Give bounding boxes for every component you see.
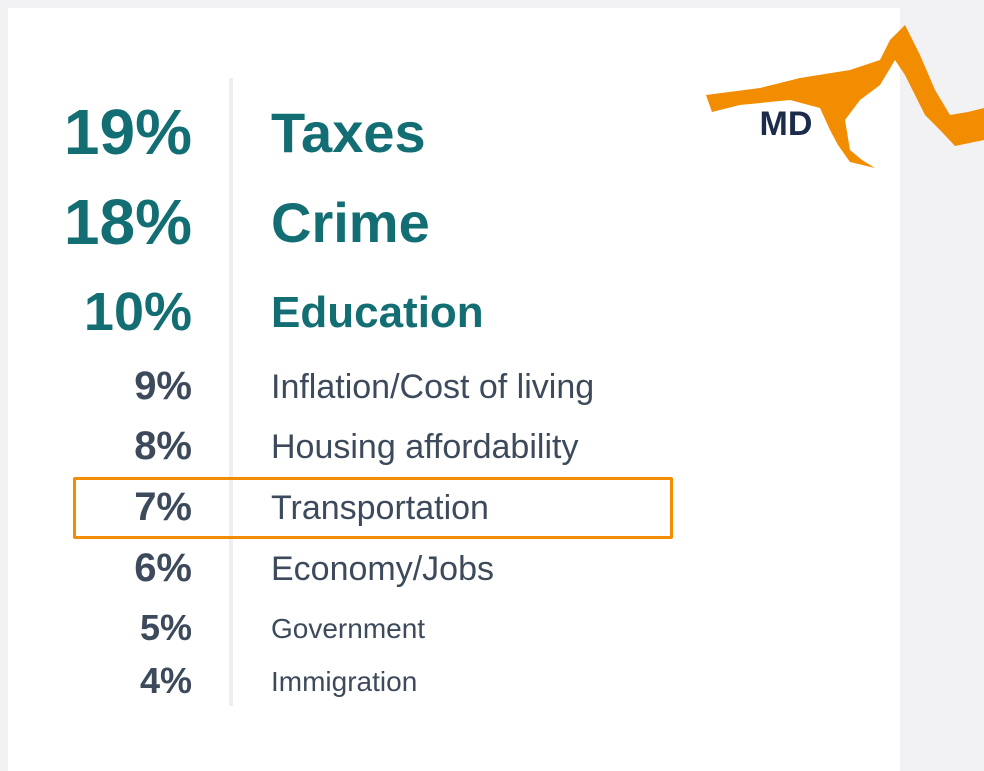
percent: 10% — [83, 282, 192, 342]
issue-label: Immigration — [271, 665, 418, 697]
issue-label: Education — [271, 288, 484, 337]
issue-label: Inflation/Cost of living — [271, 367, 595, 406]
issue-label: Crime — [271, 190, 430, 254]
percent: 4% — [139, 660, 192, 701]
state-shape — [706, 25, 984, 168]
issue-label: Taxes — [271, 100, 426, 164]
percent: 7% — [134, 485, 192, 529]
percent: 19% — [63, 96, 192, 168]
percent: 9% — [134, 364, 192, 408]
percent: 18% — [63, 186, 192, 258]
highlight-box — [73, 477, 673, 539]
card — [8, 8, 900, 771]
issue-label: Government — [271, 612, 426, 644]
state-label: MD — [760, 105, 813, 143]
percent: 5% — [139, 607, 192, 648]
percent: 8% — [134, 424, 192, 468]
issue-label: Transportation — [271, 488, 489, 527]
state-map: MD — [706, 25, 984, 168]
issue-label: Economy/Jobs — [271, 549, 494, 588]
divider — [229, 78, 233, 706]
issue-label: Housing affordability — [271, 427, 579, 466]
percent: 6% — [134, 546, 192, 590]
